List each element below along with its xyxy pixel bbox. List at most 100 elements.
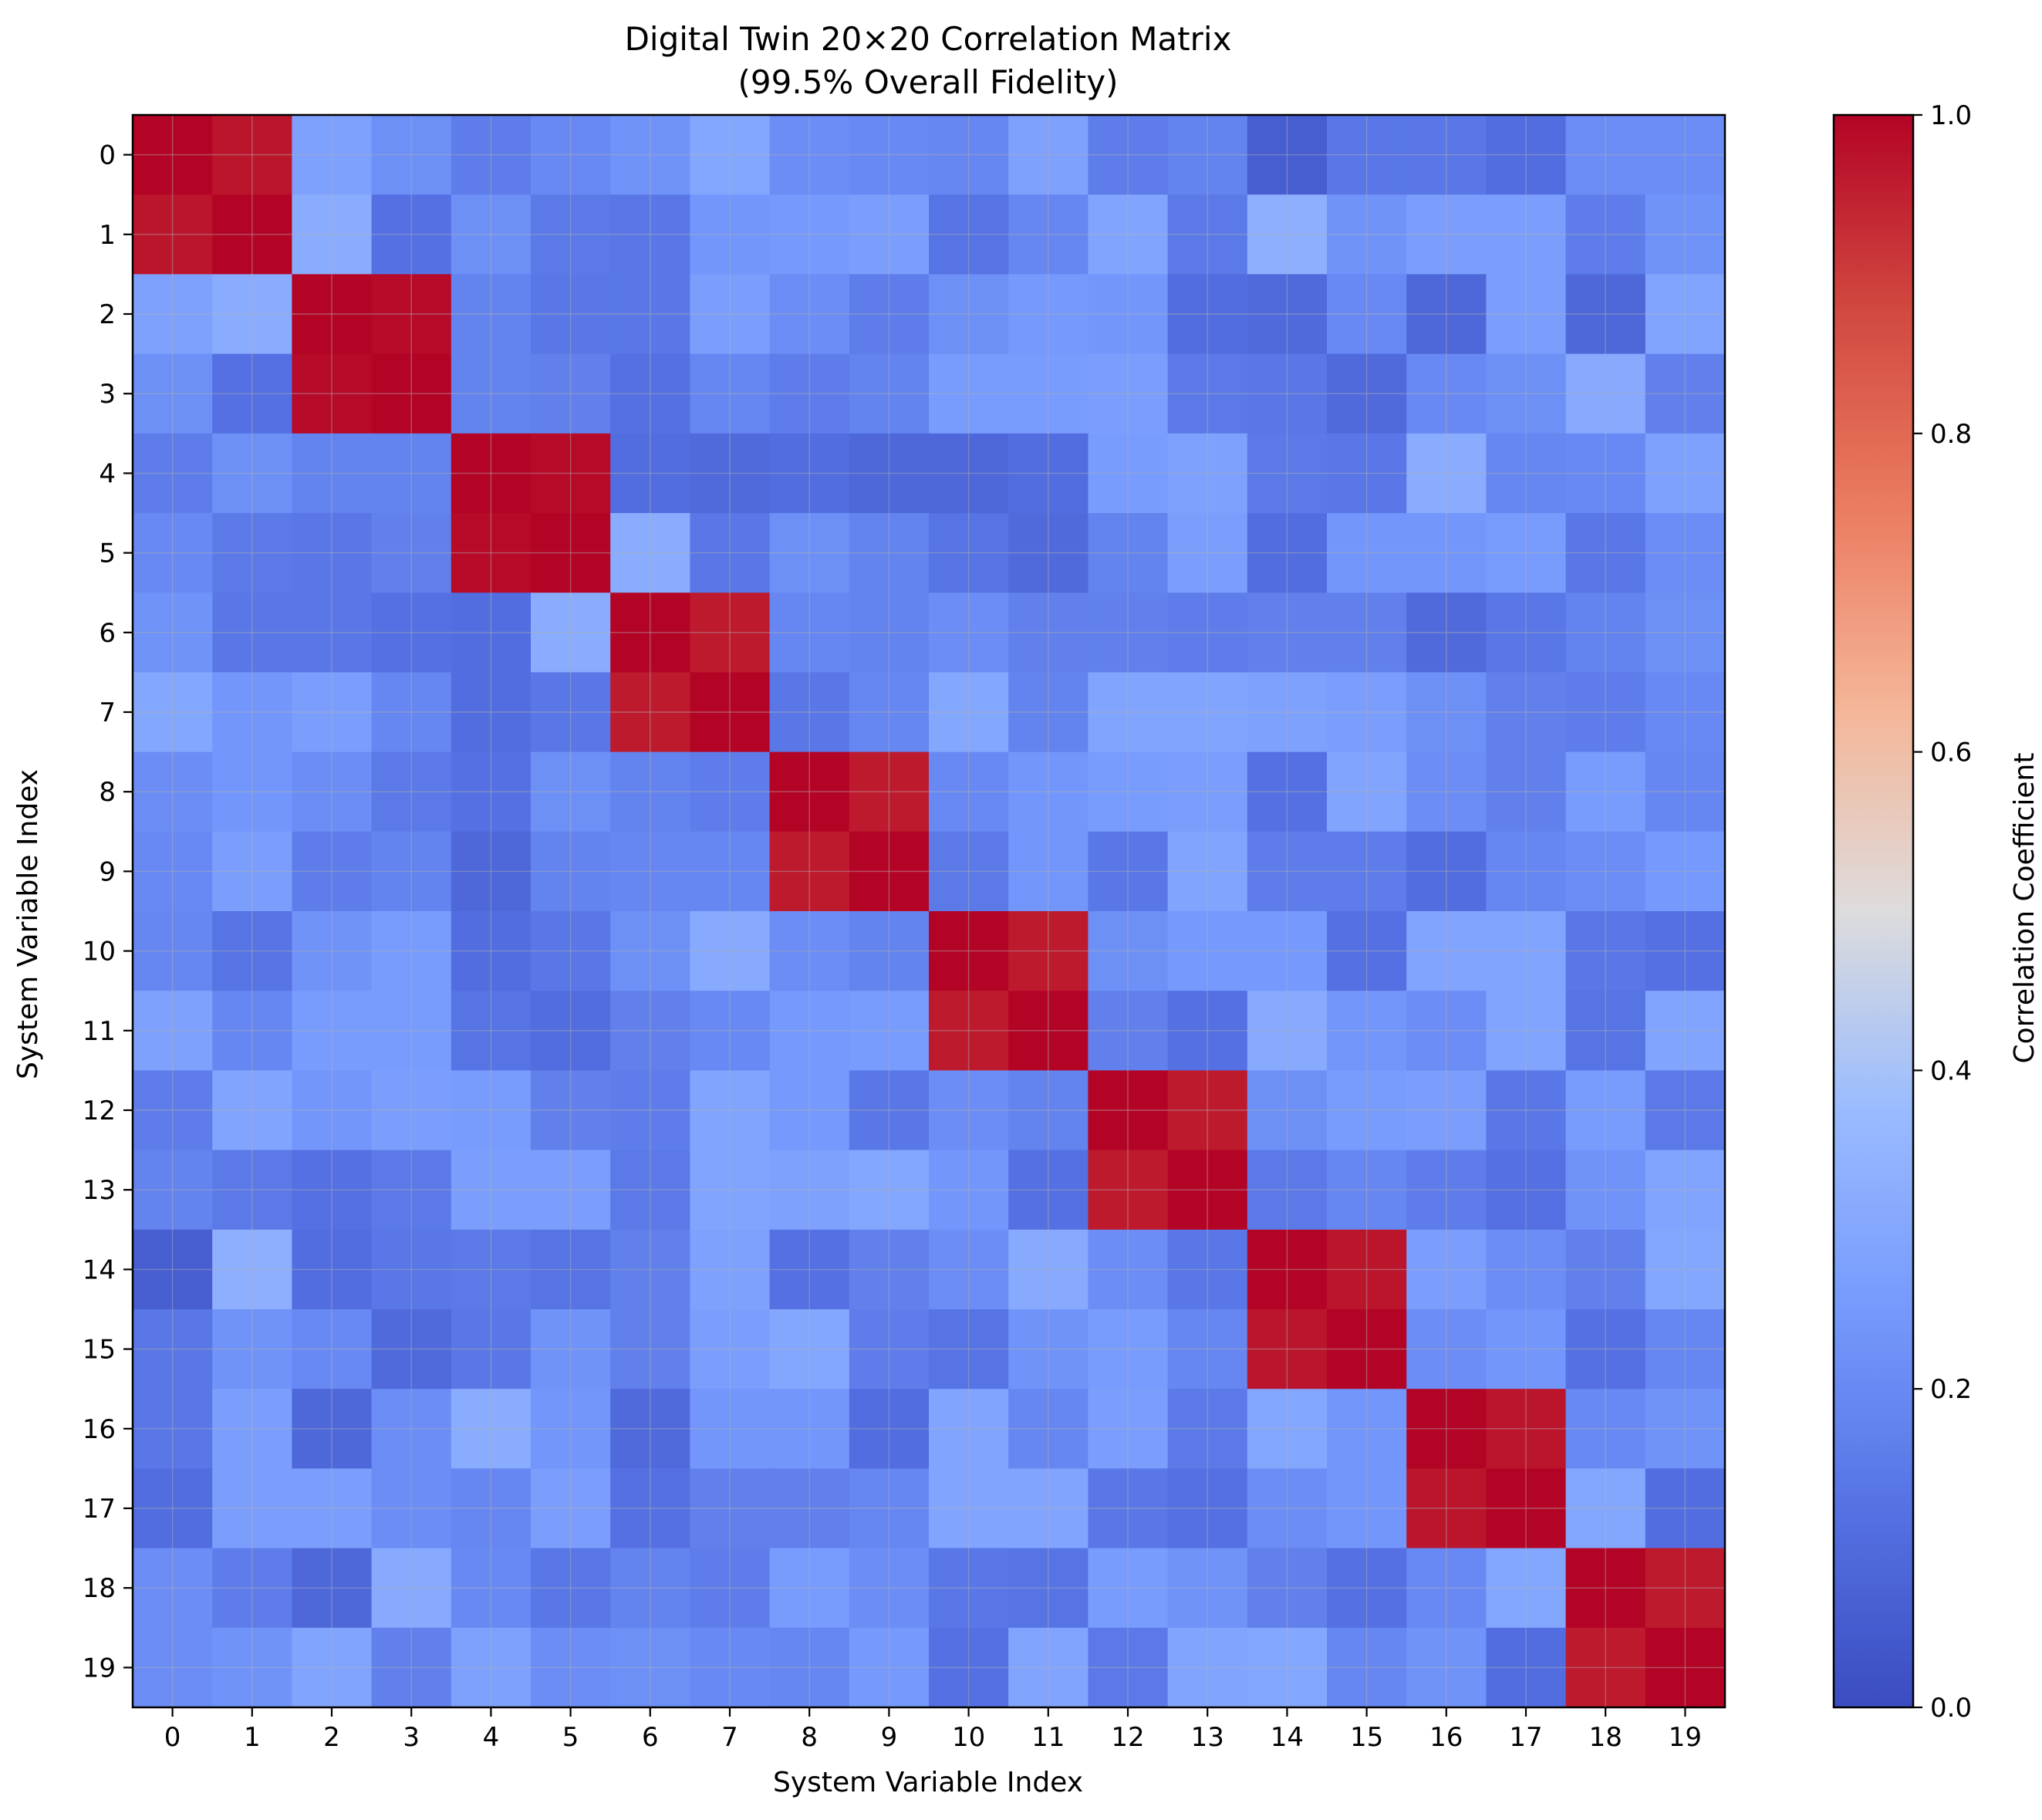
heatmap-cell [769,672,850,753]
heatmap-cell [929,194,1009,275]
heatmap-cell [1247,991,1328,1071]
heatmap-cell [292,194,373,275]
heatmap-cell [1327,1309,1407,1389]
heatmap-cell [292,1229,373,1310]
heatmap-cell [849,1627,930,1708]
heatmap-cell [849,1070,930,1151]
heatmap-cell [929,593,1009,673]
heatmap-cell [1565,991,1646,1071]
heatmap-cell [1167,911,1248,991]
heatmap-cell [690,1070,771,1151]
colorbar-tick-label: 0.6 [1930,738,1972,768]
heatmap-cell [451,593,532,673]
heatmap-cell [610,1389,690,1469]
heatmap-cell [531,194,611,275]
heatmap-cell [1406,751,1487,832]
heatmap-cell [1247,1548,1328,1629]
colorbar-tick-label: 0.4 [1930,1055,1972,1086]
heatmap-cell [451,1468,532,1549]
heatmap-cell [1645,1627,1726,1708]
heatmap-cell [1406,1468,1487,1549]
x-tick-label: 7 [721,1722,738,1753]
heatmap-cell [133,991,213,1071]
heatmap-cell [531,1548,611,1629]
heatmap-cell [451,1229,532,1310]
heatmap-cell [1167,991,1248,1071]
heatmap-cell [1565,353,1646,434]
heatmap-cell [1486,1309,1567,1389]
heatmap-cell [451,911,532,991]
heatmap-cell [1247,1150,1328,1231]
heatmap-cell [1088,194,1169,275]
heatmap-cell [1247,1389,1328,1469]
heatmap-cell [371,513,452,593]
heatmap-cell [1565,1150,1646,1231]
heatmap-cell [610,194,690,275]
heatmap-cell [769,1389,850,1469]
heatmap-cell [133,1070,213,1151]
heatmap-cell [1645,1548,1726,1629]
heatmap-cell [610,1548,690,1629]
heatmap-cell [1327,991,1407,1071]
x-tick-label: 2 [323,1722,340,1753]
heatmap-cell [610,1150,690,1231]
x-tick-label: 6 [642,1722,659,1753]
heatmap-cell [371,353,452,434]
heatmap-cell [929,1468,1009,1549]
heatmap-cell [133,672,213,753]
heatmap-cell [769,513,850,593]
heatmap-cell [610,672,690,753]
heatmap-cell [1167,353,1248,434]
x-tick-label: 19 [1669,1722,1702,1753]
heatmap-cell [690,1150,771,1231]
heatmap-cell [849,1468,930,1549]
heatmap-cell [1406,1229,1487,1310]
heatmap-cell [531,353,611,434]
heatmap-cell [769,353,850,434]
heatmap-cell [1008,1627,1089,1708]
heatmap-cell [1486,1150,1567,1231]
heatmap-cells [133,115,1726,1708]
heatmap-cell [1008,1150,1089,1231]
heatmap-cell [1008,1468,1089,1549]
heatmap-cell [1247,1229,1328,1310]
heatmap-cell [1167,593,1248,673]
colorbar-label: Correlation Coefficient [2009,753,2040,1064]
heatmap-cell [212,115,292,195]
heatmap-cell [292,353,373,434]
heatmap-cell [531,274,611,355]
heatmap-cell [1327,433,1407,514]
heatmap-cell [1088,1548,1169,1629]
heatmap-cell [769,991,850,1071]
heatmap-cell [1406,513,1487,593]
heatmap-cell [212,1389,292,1469]
x-tick-label: 8 [801,1722,818,1753]
heatmap-cell [1247,1309,1328,1389]
heatmap-cell [531,751,611,832]
heatmap-cell [1167,1468,1248,1549]
heatmap-cell [451,672,532,753]
heatmap-cell [133,911,213,991]
heatmap-cell [1645,1389,1726,1469]
heatmap-cell [1645,751,1726,832]
heatmap-cell [133,751,213,832]
heatmap-cell [1088,1627,1169,1708]
heatmap-cell [451,274,532,355]
heatmap-cell [371,751,452,832]
heatmap-cell [371,1389,452,1469]
heatmap-cell [1486,353,1567,434]
heatmap-cell [1088,593,1169,673]
heatmap-cell [849,991,930,1071]
heatmap-cell [1486,751,1567,832]
x-axis-label: System Variable Index [773,1767,1083,1798]
y-tick-label: 11 [83,1016,116,1047]
y-tick-label: 3 [99,379,116,410]
y-tick-label: 0 [99,140,116,171]
heatmap-cell [371,831,452,912]
heatmap-cell [1645,1070,1726,1151]
heatmap-cell [690,1309,771,1389]
heatmap-cell [1565,672,1646,753]
heatmap-cell [849,274,930,355]
heatmap-cell [1247,911,1328,991]
